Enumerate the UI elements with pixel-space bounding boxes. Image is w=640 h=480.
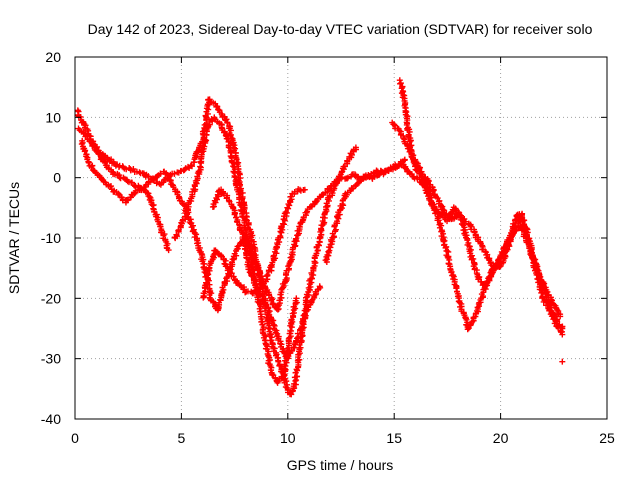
x-tick-label: 10 xyxy=(280,430,296,446)
y-tick-label: 20 xyxy=(45,49,61,65)
x-tick-label: 15 xyxy=(386,430,402,446)
x-axis-label: GPS time / hours xyxy=(287,457,394,473)
x-tick-label: 25 xyxy=(599,430,615,446)
y-tick-label: 10 xyxy=(45,109,61,125)
y-tick-label: 0 xyxy=(53,170,61,186)
chart-title: Day 142 of 2023, Sidereal Day-to-day VTE… xyxy=(88,21,593,37)
sdtvar-chart: 0 5 10 15 20 25 -40 -30 -20 -10 0 10 20 Day 142 of 2… xyxy=(0,0,640,480)
x-tick-label: 5 xyxy=(178,430,186,446)
y-tick-label: -40 xyxy=(41,411,61,427)
y-axis-label: SDTVAR / TECUs xyxy=(6,182,22,294)
y-tick-label: -10 xyxy=(41,230,61,246)
y-tick-label: -30 xyxy=(41,351,61,367)
x-tick-label: 0 xyxy=(71,430,79,446)
y-tick-label: -20 xyxy=(41,290,61,306)
x-tick-label: 20 xyxy=(493,430,509,446)
